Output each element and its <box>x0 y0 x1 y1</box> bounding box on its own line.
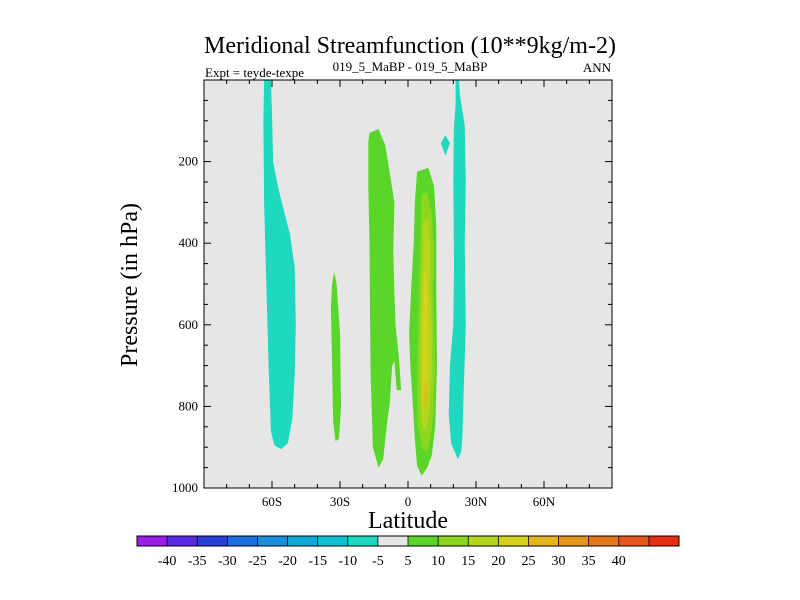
colorbar-label: 25 <box>521 554 535 569</box>
x-tick-label: 0 <box>405 494 412 509</box>
colorbar-box <box>558 536 589 546</box>
contour-negative-blob-17N <box>440 135 450 156</box>
colorbar-label: 15 <box>461 554 475 569</box>
colorbar-box <box>438 536 469 546</box>
x-axis: 60S 30S 0 30N 60N <box>203 80 613 509</box>
colorbar-label: -25 <box>248 554 267 569</box>
colorbar-box <box>317 536 348 546</box>
x-tick-label: 60N <box>533 494 556 509</box>
contour-negative-cell-20N <box>448 80 466 460</box>
colorbar-label: -30 <box>218 554 237 569</box>
colorbar-box <box>377 536 409 546</box>
colorbar: -40 -35 -30 -25 -20 -15 -10 -5 5 10 15 20 25 30 35 40 <box>136 535 680 569</box>
colorbar-label: -10 <box>338 554 357 569</box>
y-axis-label: Pressure (in hPa) <box>117 203 143 367</box>
colorbar-label: 40 <box>612 554 626 569</box>
contour-positive-core-20 <box>422 271 428 407</box>
x-tick-label: 60S <box>262 494 282 509</box>
colorbar-box <box>468 536 499 546</box>
colorbar-label: 20 <box>491 554 505 569</box>
colorbar-box <box>408 536 439 546</box>
subtitle-right: ANN <box>583 60 612 75</box>
colorbar-box <box>227 536 258 546</box>
colorbar-label: -40 <box>158 554 177 569</box>
contour-positive-cell-35S <box>330 271 342 442</box>
colorbar-box <box>287 536 318 546</box>
colorbar-frame <box>136 535 680 547</box>
contour-positive-core-25 <box>424 381 427 407</box>
colorbar-label: -20 <box>278 554 297 569</box>
colorbar-label: -15 <box>308 554 327 569</box>
colorbar-label: -35 <box>188 554 207 569</box>
colorbar-box <box>137 536 168 546</box>
subtitle-left: Expt = teyde-texpe <box>205 65 304 80</box>
chart-title: Meridional Streamfunction (10**9kg/m-2) <box>204 33 616 59</box>
colorbar-label: 5 <box>405 554 412 569</box>
colorbar-box <box>498 536 529 546</box>
y-tick-label: 800 <box>179 398 199 413</box>
x-tick-label: 30N <box>465 494 488 509</box>
y-tick-label: 1000 <box>172 480 198 495</box>
subtitle-center: 019_5_MaBP - 019_5_MaBP <box>333 59 488 74</box>
y-tick-label: 400 <box>179 235 199 250</box>
colorbar-box <box>257 536 288 546</box>
colorbar-box <box>588 536 619 546</box>
contour-regions <box>263 80 466 476</box>
colorbar-box <box>167 536 198 546</box>
colorbar-label: 35 <box>582 554 596 569</box>
y-tick-label: 200 <box>179 154 199 169</box>
colorbar-label: 10 <box>431 554 445 569</box>
y-axis: 200 400 600 800 1000 <box>172 99 612 495</box>
colorbar-label: 30 <box>552 554 566 569</box>
colorbar-box <box>528 536 559 546</box>
colorbar-box <box>648 536 680 546</box>
colorbar-box <box>347 536 379 546</box>
colorbar-box <box>197 536 228 546</box>
x-tick-label: 30S <box>330 494 350 509</box>
contour-negative-cell-60S <box>263 80 296 450</box>
colorbar-label: -5 <box>372 554 384 569</box>
colorbar-box <box>618 536 650 546</box>
contour-positive-cell-15S <box>368 129 402 468</box>
x-axis-label: Latitude <box>368 508 448 534</box>
y-tick-label: 600 <box>179 317 199 332</box>
